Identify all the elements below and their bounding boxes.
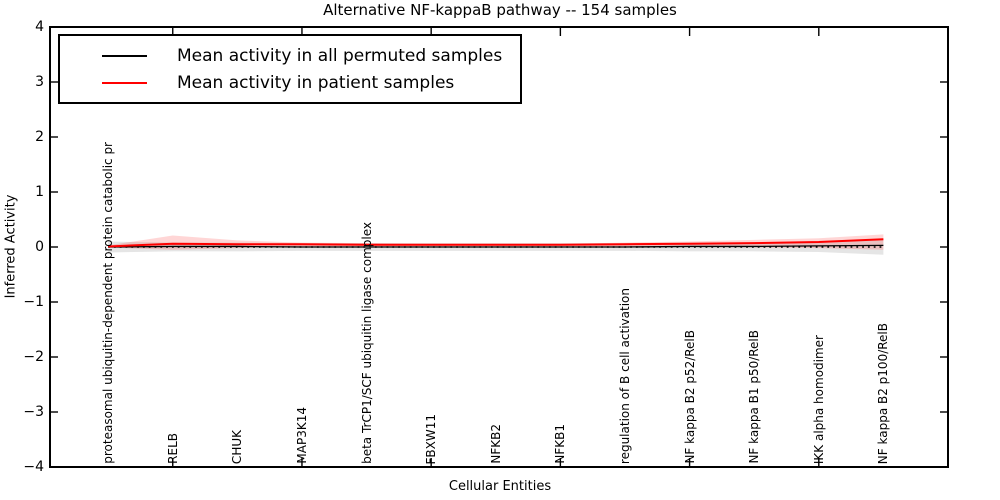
y-tick-label: −4 (23, 459, 44, 475)
y-tick-label: 1 (35, 184, 44, 200)
x-tick-label: proteasomal ubiquitin-dependent protein … (101, 142, 116, 464)
legend-item-patient: Mean activity in patient samples (74, 69, 502, 96)
x-tick-label: CHUK (230, 429, 245, 464)
patient-line-sample-icon (102, 81, 147, 84)
x-tick-label: NF kappa B2 p100/RelB (876, 322, 891, 464)
x-tick-label: FBXW11 (424, 413, 439, 465)
legend: Mean activity in all permuted samples Me… (58, 34, 523, 104)
x-tick-label: NFKB1 (553, 424, 568, 464)
x-tick-label: RELB (165, 433, 180, 464)
x-tick-label: NFKB2 (488, 424, 503, 464)
y-tick-label: 0 (35, 239, 44, 255)
x-tick-label: NF kappa B1 p50/RelB (747, 330, 762, 464)
y-tick-label: 3 (35, 74, 44, 90)
legend-item-permuted: Mean activity in all permuted samples (74, 42, 502, 69)
y-tick-label: −1 (23, 294, 44, 310)
x-tick-label: IKK alpha homodimer (811, 334, 826, 464)
x-tick-label: beta TrCP1/SCF ubiquitin ligase complex (359, 222, 374, 464)
x-tick-label: NF kappa B2 p52/RelB (682, 330, 697, 464)
permuted-mean-line (108, 244, 884, 248)
y-tick-label: −2 (23, 349, 44, 365)
patient-mean-line (108, 238, 884, 248)
legend-label-patient: Mean activity in patient samples (177, 72, 455, 93)
axes-spines (49, 26, 949, 468)
x-tick-label: MAP3K14 (294, 407, 309, 464)
x-tick-label: regulation of B cell activation (617, 287, 632, 464)
y-tick-label: 4 (35, 19, 44, 35)
chart-title: Alternative NF-kappaB pathway -- 154 sam… (323, 1, 677, 19)
x-axis-label: Cellular Entities (448, 479, 552, 494)
y-tick-label: −3 (23, 404, 44, 420)
y-tick-label: 2 (35, 129, 44, 145)
legend-label-permuted: Mean activity in all permuted samples (177, 45, 503, 66)
permuted-line-sample-icon (102, 54, 147, 57)
